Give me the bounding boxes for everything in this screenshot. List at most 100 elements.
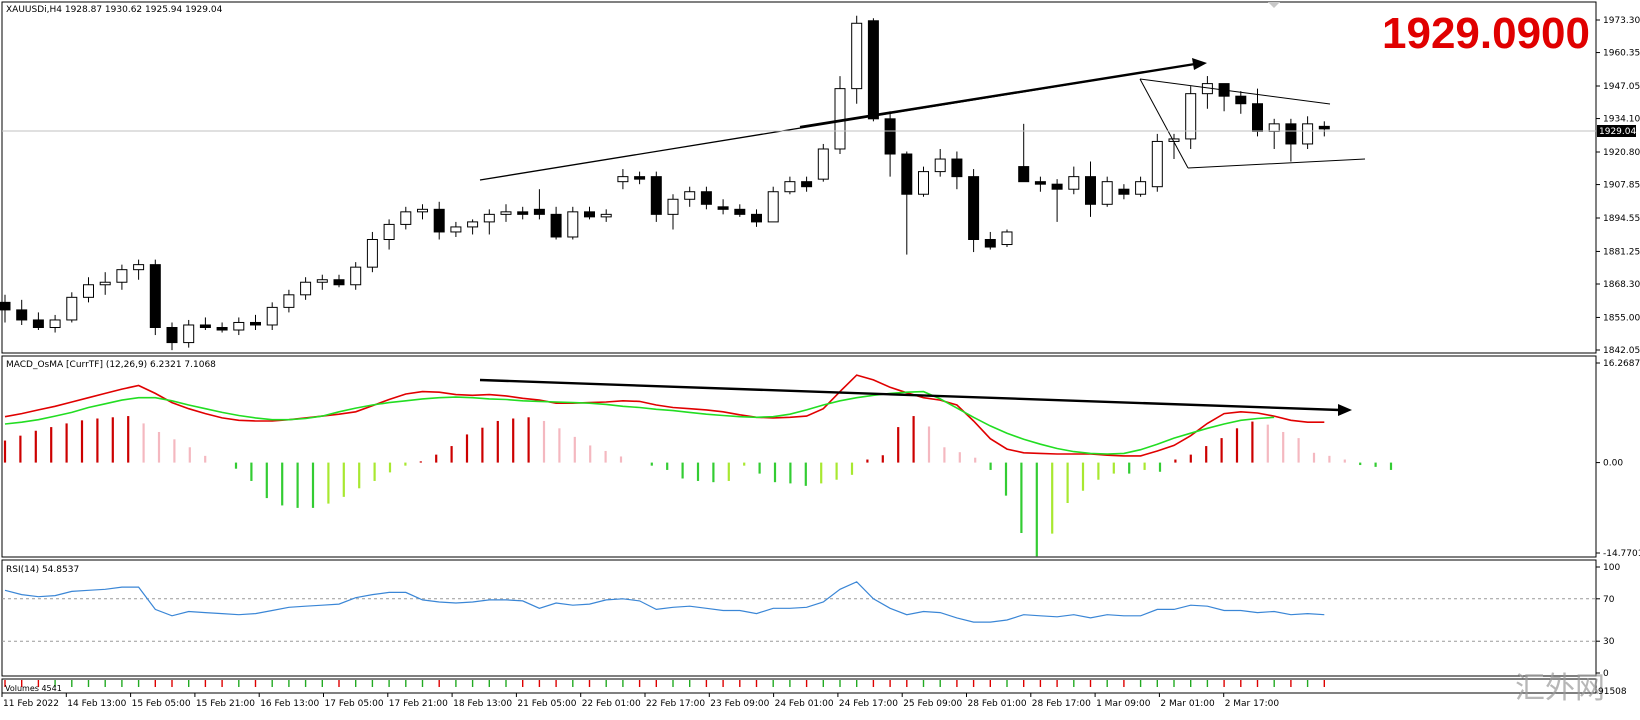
macd-histogram bbox=[3, 416, 1393, 557]
candle-body bbox=[283, 294, 295, 308]
corner-label: 91508 bbox=[1598, 687, 1627, 697]
candle-body bbox=[149, 264, 161, 328]
candle-body bbox=[1285, 123, 1297, 145]
time-axis-label: 2 Mar 01:00 bbox=[1160, 699, 1215, 709]
candle-body bbox=[1268, 123, 1280, 132]
rsi-line bbox=[4, 581, 1325, 623]
candle-body bbox=[650, 176, 662, 215]
volume-panel-frame bbox=[1, 678, 1597, 694]
candle-body bbox=[1185, 93, 1197, 140]
time-axis-label: 24 Feb 01:00 bbox=[775, 699, 834, 709]
candle-body bbox=[49, 319, 61, 328]
macd-axis-label: -14.7701 bbox=[1603, 549, 1640, 559]
candle-body bbox=[266, 306, 278, 326]
time-axis-label: 15 Feb 21:00 bbox=[196, 699, 255, 709]
time-axis-label: 28 Feb 01:00 bbox=[968, 699, 1027, 709]
candle-body bbox=[851, 22, 863, 90]
candle-body bbox=[400, 211, 412, 225]
time-axis-label: 11 Feb 2022 bbox=[3, 699, 59, 709]
price-trend-arrowhead bbox=[1192, 58, 1207, 70]
rsi-axis-label: 70 bbox=[1603, 595, 1615, 605]
candle-body bbox=[99, 281, 111, 286]
macd-axis-label: 0.00 bbox=[1603, 459, 1623, 469]
candle-body bbox=[751, 213, 762, 223]
price-axis-label: 1960.35 bbox=[1603, 49, 1640, 59]
price-display-badge: 1929.0900 bbox=[1382, 9, 1590, 58]
time-axis-label: 24 Feb 17:00 bbox=[839, 699, 898, 709]
price-panel-frame bbox=[1, 1, 1597, 354]
grid-lines bbox=[2, 598, 1596, 642]
macd-trend-line[interactable] bbox=[479, 378, 1341, 412]
candle-body bbox=[483, 213, 495, 223]
macd-line bbox=[4, 374, 1325, 457]
candle-body bbox=[617, 176, 629, 183]
price-axis-label: 1855.00 bbox=[1603, 313, 1640, 323]
candle-body bbox=[1252, 103, 1263, 132]
time-axis-label: 22 Feb 01:00 bbox=[582, 699, 641, 709]
time-axis-label: 14 Feb 13:00 bbox=[67, 699, 126, 709]
candle-body bbox=[984, 238, 996, 248]
candle-body bbox=[417, 208, 428, 213]
candle-body bbox=[684, 191, 696, 200]
candle-body bbox=[784, 181, 796, 193]
candle-body bbox=[1318, 125, 1330, 130]
time-axis-label: 21 Feb 05:00 bbox=[517, 699, 576, 709]
triangle-left-line[interactable] bbox=[1139, 78, 1189, 169]
price-axis-label: 1868.30 bbox=[1603, 280, 1640, 290]
candle-body bbox=[567, 211, 579, 238]
price-candles bbox=[0, 15, 1330, 351]
candle-body bbox=[1051, 183, 1063, 190]
candle-body bbox=[550, 213, 562, 238]
candle-body bbox=[116, 269, 128, 283]
candle-body bbox=[366, 238, 378, 268]
time-axis-label: 17 Feb 05:00 bbox=[325, 699, 384, 709]
candle-body bbox=[517, 211, 529, 215]
candle-body bbox=[32, 319, 44, 328]
time-axis-label: 22 Feb 17:00 bbox=[646, 699, 705, 709]
indicator-lines bbox=[4, 374, 1325, 623]
candle-body bbox=[1001, 231, 1013, 246]
price-axis-label: 1934.10 bbox=[1603, 115, 1640, 125]
candle-body bbox=[533, 208, 545, 215]
candle-body bbox=[834, 88, 846, 150]
candle-body bbox=[951, 158, 963, 178]
candle-body bbox=[333, 279, 345, 286]
price-axis-label: 1894.55 bbox=[1603, 214, 1640, 224]
macd-panel-title: MACD_OsMA [CurrTF] (12,26,9) 6.2321 7.10… bbox=[6, 360, 216, 370]
axes: 1973.30 1960.35 1947.05 1934.10 1920.80 1907.… bbox=[1, 16, 1640, 709]
volume-bars bbox=[4, 680, 1326, 687]
candle-body bbox=[383, 223, 395, 240]
candle-body bbox=[767, 191, 779, 223]
price-axis-label: 1907.85 bbox=[1603, 181, 1640, 191]
price-axis-label: 1842.05 bbox=[1603, 346, 1640, 356]
candle-body bbox=[1085, 176, 1096, 205]
volume-panel-title: Volumes 4541 bbox=[5, 684, 62, 693]
candle-body bbox=[133, 264, 145, 271]
candle-body bbox=[717, 206, 729, 210]
candle-body bbox=[667, 198, 679, 215]
candle-body bbox=[16, 309, 28, 321]
triangle-upper-line[interactable] bbox=[1139, 78, 1331, 105]
candle-body bbox=[734, 208, 746, 215]
candle-body bbox=[350, 266, 362, 286]
candle-body bbox=[817, 148, 829, 180]
chart-shift-marker[interactable] bbox=[1268, 2, 1280, 8]
time-axis-label: 2 Mar 17:00 bbox=[1225, 699, 1280, 709]
candle-body bbox=[867, 20, 879, 120]
rsi-axis-label: 30 bbox=[1603, 637, 1615, 647]
macd-axis-label: 16.2687 bbox=[1603, 359, 1640, 369]
time-axis-label: 23 Feb 09:00 bbox=[710, 699, 769, 709]
time-axis-label: 17 Feb 21:00 bbox=[389, 699, 448, 709]
candle-body bbox=[233, 321, 245, 331]
trend-drawings bbox=[2, 2, 1596, 416]
price-axis-label: 1920.80 bbox=[1603, 148, 1640, 158]
candle-body bbox=[901, 153, 913, 195]
candle-body bbox=[1034, 181, 1046, 185]
rsi-panel-frame bbox=[1, 559, 1597, 677]
candle-body bbox=[1151, 140, 1163, 188]
candle-body bbox=[300, 281, 312, 296]
triangle-lower-line[interactable] bbox=[1187, 158, 1366, 169]
price-trend-line-bold[interactable] bbox=[799, 62, 1196, 129]
candle-body bbox=[250, 321, 261, 326]
